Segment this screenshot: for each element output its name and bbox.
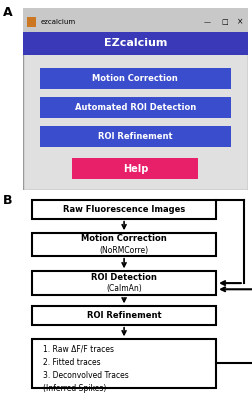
Text: ROI Refinement: ROI Refinement: [98, 132, 172, 141]
Text: Motion Correction: Motion Correction: [81, 234, 166, 243]
Text: (CalmAn): (CalmAn): [106, 284, 141, 293]
Text: —: —: [203, 19, 210, 25]
FancyBboxPatch shape: [27, 17, 36, 27]
FancyBboxPatch shape: [40, 68, 230, 89]
Text: (NoRMCorre): (NoRMCorre): [99, 246, 148, 255]
Text: A: A: [3, 6, 12, 19]
Text: Automated ROI Detection: Automated ROI Detection: [74, 103, 195, 112]
FancyBboxPatch shape: [32, 306, 215, 325]
FancyBboxPatch shape: [23, 8, 247, 190]
Text: Help: Help: [122, 164, 147, 174]
Text: Raw Fluorescence Images: Raw Fluorescence Images: [63, 205, 184, 214]
Text: ezcalcium: ezcalcium: [41, 19, 76, 25]
FancyBboxPatch shape: [23, 32, 247, 55]
Text: 1. Raw ΔF/F traces
2. Fitted traces
3. Deconvolved Traces
(Inferred Spikes): 1. Raw ΔF/F traces 2. Fitted traces 3. D…: [43, 344, 129, 393]
FancyBboxPatch shape: [32, 200, 215, 219]
FancyBboxPatch shape: [40, 97, 230, 118]
FancyBboxPatch shape: [23, 8, 247, 32]
FancyBboxPatch shape: [40, 126, 230, 147]
Text: □: □: [220, 19, 227, 25]
FancyBboxPatch shape: [32, 339, 215, 388]
FancyBboxPatch shape: [72, 158, 198, 179]
Text: B: B: [3, 194, 12, 207]
Text: EZcalcium: EZcalcium: [103, 38, 166, 48]
Text: ×: ×: [236, 17, 242, 26]
Text: Motion Correction: Motion Correction: [92, 74, 177, 83]
FancyBboxPatch shape: [32, 233, 215, 256]
Text: ROI Refinement: ROI Refinement: [86, 311, 161, 320]
FancyBboxPatch shape: [32, 271, 215, 295]
Text: ROI Detection: ROI Detection: [91, 273, 156, 282]
